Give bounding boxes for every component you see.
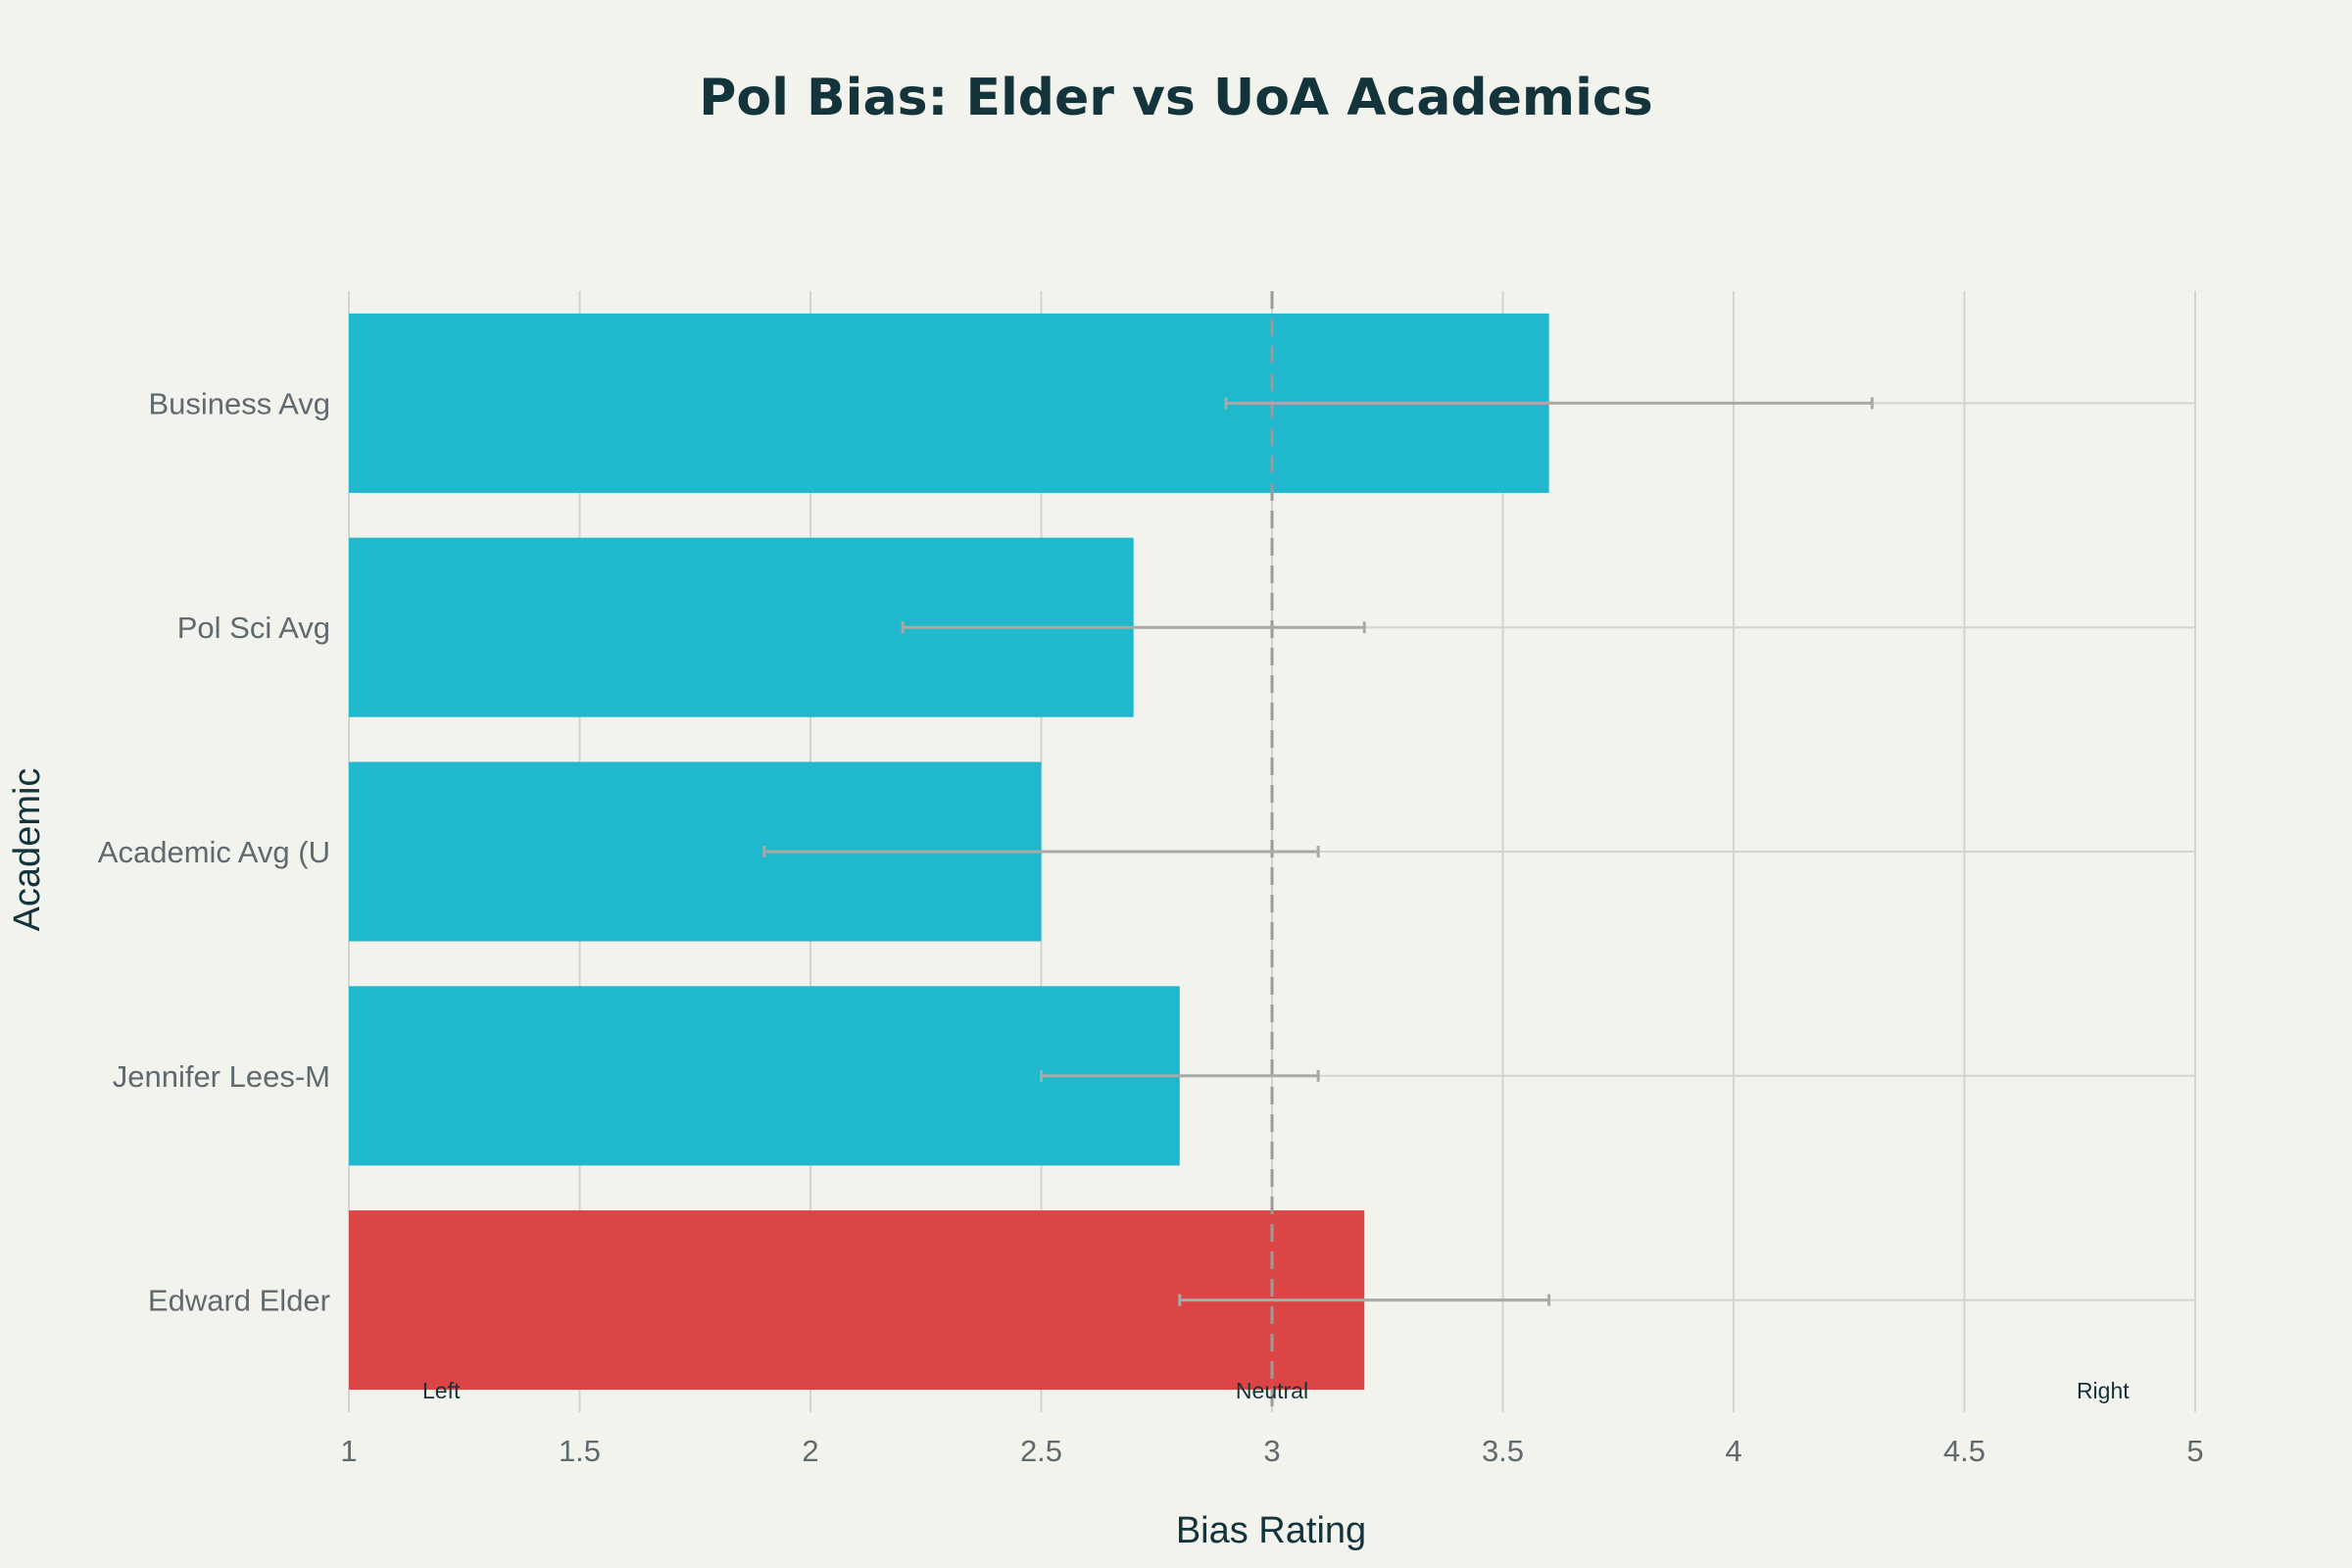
- y-tick-label: Academic Avg (U: [98, 835, 330, 869]
- x-tick-labels: 1 1.5 2 2.5 3 3.5 4 4.5 5: [340, 1434, 2203, 1468]
- x-tick-label: 2.5: [1020, 1434, 1062, 1468]
- x-tick-label: 3.5: [1482, 1434, 1524, 1468]
- y-tick-label: Edward Elder: [148, 1284, 330, 1318]
- error-bar: [901, 621, 1366, 634]
- x-tick-label: 1.5: [559, 1434, 601, 1468]
- error-bar: [762, 846, 1320, 858]
- x-tick-label: 4.5: [1943, 1434, 1985, 1468]
- error-bar: [1040, 1069, 1320, 1082]
- y-axis-label: Academic: [7, 768, 48, 932]
- y-tick-label: Business Avg: [148, 386, 330, 420]
- error-bar: [1224, 397, 1874, 410]
- error-bar: [1178, 1294, 1551, 1306]
- x-tick-label: 3: [1263, 1434, 1280, 1468]
- annotations-layer: Left Neutral Right: [422, 1378, 2130, 1403]
- y-tick-label: Pol Sci Avg: [177, 611, 330, 645]
- x-axis-label: Bias Rating: [1176, 1510, 1366, 1551]
- annotation-left: Left: [422, 1378, 461, 1403]
- annotation-neutral: Neutral: [1236, 1378, 1308, 1403]
- error-bars-layer: [762, 397, 1874, 1306]
- annotation-right: Right: [2077, 1378, 2130, 1403]
- x-tick-label: 2: [802, 1434, 818, 1468]
- x-tick-label: 1: [340, 1434, 357, 1468]
- chart-title: Pol Bias: Elder vs UoA Academics: [699, 69, 1652, 127]
- x-tick-label: 5: [2186, 1434, 2203, 1468]
- x-tick-label: 4: [1725, 1434, 1741, 1468]
- y-tick-label: Jennifer Lees-M: [113, 1059, 330, 1094]
- y-tick-labels: Edward Elder Jennifer Lees-M Academic Avg …: [98, 386, 330, 1317]
